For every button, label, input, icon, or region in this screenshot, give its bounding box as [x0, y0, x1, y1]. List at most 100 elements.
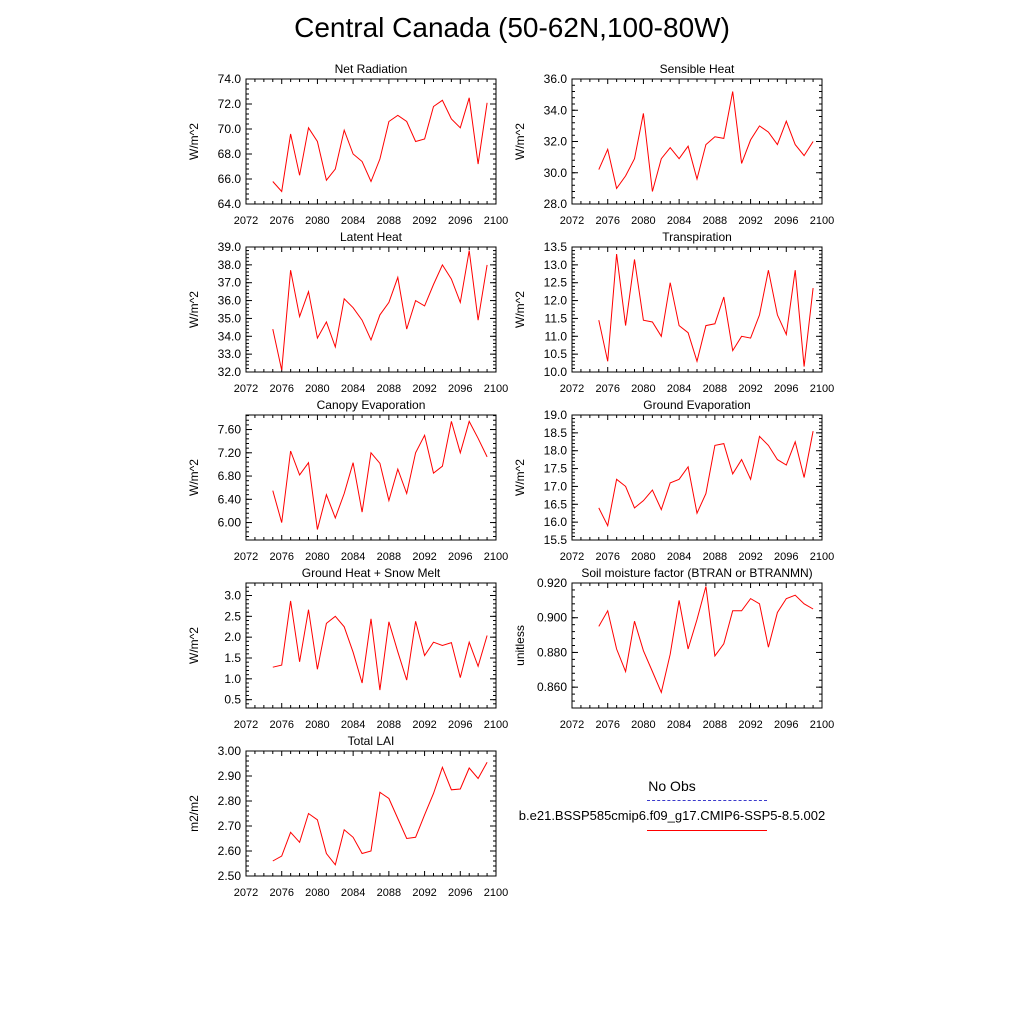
- series-line: [272, 420, 488, 530]
- x-tick-label: 2072: [560, 383, 584, 395]
- y-tick-label: 12.5: [544, 276, 568, 290]
- x-tick-label: 2080: [631, 383, 655, 395]
- y-tick-label: 37.0: [218, 276, 242, 290]
- chart-panel: Latent Heat W/m^2 2072 2076 2080 2084 2088 2092…: [187, 230, 508, 395]
- panel-title: Total LAI: [348, 734, 395, 748]
- y-tick-label: 6.40: [218, 492, 242, 506]
- y-tick-label: 6.00: [218, 516, 242, 530]
- x-tick-label: 2092: [412, 887, 436, 899]
- legend-obs-swatch: [647, 800, 767, 801]
- x-tick-label: 2096: [448, 719, 472, 731]
- x-tick-label: 2080: [631, 551, 655, 563]
- x-tick-label: 2084: [341, 383, 365, 395]
- y-tick-label: 11.5: [545, 311, 568, 325]
- y-tick-label: 66.0: [218, 172, 242, 186]
- x-tick-label: 2076: [595, 215, 619, 227]
- x-tick-label: 2100: [484, 383, 508, 395]
- y-tick-label: 2.0: [224, 630, 241, 644]
- x-tick-label: 2092: [412, 551, 436, 563]
- y-tick-label: 32.0: [218, 365, 242, 379]
- y-tick-label: 2.60: [218, 844, 242, 858]
- x-tick-label: 2088: [703, 215, 727, 227]
- legend-model-label: b.e21.BSSP585cmip6.f09_g17.CMIP6-SSP5-8.…: [518, 808, 826, 823]
- y-tick-label: 30.0: [544, 166, 568, 180]
- series-line: [598, 431, 814, 528]
- x-tick-label: 2092: [738, 215, 762, 227]
- x-tick-label: 2080: [631, 719, 655, 731]
- series-line: [598, 91, 814, 192]
- y-axis-label: W/m^2: [187, 627, 201, 664]
- x-tick-label: 2096: [774, 215, 798, 227]
- x-tick-label: 2096: [448, 215, 472, 227]
- plot-frame: [571, 78, 823, 205]
- x-tick-label: 2088: [703, 383, 727, 395]
- y-tick-label: 1.5: [224, 651, 241, 665]
- x-tick-label: 2072: [560, 551, 584, 563]
- x-tick-label: 2084: [341, 551, 365, 563]
- series-line: [272, 762, 488, 866]
- x-tick-label: 2080: [305, 887, 329, 899]
- x-tick-label: 2092: [412, 383, 436, 395]
- x-tick-label: 2072: [560, 215, 584, 227]
- x-tick-label: 2080: [305, 551, 329, 563]
- y-tick-label: 2.90: [218, 769, 242, 783]
- y-tick-label: 34.0: [218, 329, 242, 343]
- y-tick-label: 3.0: [224, 589, 241, 603]
- x-tick-label: 2100: [484, 215, 508, 227]
- x-tick-label: 2096: [774, 551, 798, 563]
- y-tick-label: 0.880: [537, 645, 567, 659]
- x-tick-label: 2072: [560, 719, 584, 731]
- x-tick-label: 2076: [269, 887, 293, 899]
- x-tick-label: 2092: [738, 551, 762, 563]
- y-tick-label: 32.0: [544, 135, 568, 149]
- x-tick-label: 2072: [234, 383, 258, 395]
- plot-frame: [571, 414, 823, 541]
- y-tick-label: 10.0: [544, 365, 568, 379]
- y-tick-label: 2.5: [224, 609, 241, 623]
- x-tick-label: 2092: [738, 383, 762, 395]
- panel-title: Latent Heat: [340, 230, 403, 244]
- y-tick-label: 7.20: [218, 446, 242, 460]
- y-tick-label: 0.920: [537, 576, 567, 590]
- chart-panel: Transpiration W/m^2 2072 2076 2080 2084 2088 20…: [513, 230, 834, 395]
- y-tick-label: 0.5: [224, 693, 241, 707]
- y-tick-label: 35.0: [218, 311, 242, 325]
- chart-panel: Ground Evaporation W/m^2 2072 2076 2080 2084 2…: [513, 398, 834, 563]
- y-axis-label: m2/m2: [187, 795, 201, 832]
- series-line: [598, 586, 814, 695]
- plot-frame: [245, 414, 497, 541]
- panel-title: Net Radiation: [335, 62, 408, 76]
- chart-panel: Total LAI m2/m2 2072 2076 2080 2084 2088 2092 20…: [187, 734, 508, 899]
- legend-model-swatch: [647, 830, 767, 831]
- y-tick-label: 15.5: [544, 533, 568, 547]
- y-tick-label: 13.5: [544, 240, 568, 254]
- y-tick-label: 17.5: [544, 462, 568, 476]
- y-tick-label: 13.0: [544, 258, 568, 272]
- y-axis-label: unitless: [513, 625, 527, 666]
- x-tick-label: 2096: [774, 383, 798, 395]
- x-tick-label: 2076: [269, 383, 293, 395]
- x-tick-label: 2084: [341, 719, 365, 731]
- panel-title: Canopy Evaporation: [317, 398, 426, 412]
- x-tick-label: 2072: [234, 551, 258, 563]
- x-tick-label: 2072: [234, 887, 258, 899]
- x-tick-label: 2080: [305, 215, 329, 227]
- y-tick-label: 38.0: [218, 258, 242, 272]
- y-tick-label: 17.0: [544, 479, 568, 493]
- y-tick-label: 16.0: [544, 515, 568, 529]
- legend-obs-label: No Obs: [648, 778, 696, 794]
- plot-frame: [245, 78, 497, 205]
- y-tick-label: 3.00: [218, 744, 242, 758]
- x-tick-label: 2084: [341, 215, 365, 227]
- y-tick-label: 33.0: [218, 347, 242, 361]
- plot-frame: [571, 246, 823, 373]
- x-tick-label: 2092: [412, 719, 436, 731]
- y-tick-label: 28.0: [544, 197, 568, 211]
- y-axis-label: W/m^2: [187, 459, 201, 496]
- x-tick-label: 2088: [377, 887, 401, 899]
- x-tick-label: 2084: [341, 887, 365, 899]
- x-tick-label: 2092: [412, 215, 436, 227]
- chart-panel: Canopy Evaporation W/m^2 2072 2076 2080 2084 2…: [187, 398, 508, 563]
- x-tick-label: 2084: [667, 551, 691, 563]
- y-tick-label: 0.860: [537, 680, 567, 694]
